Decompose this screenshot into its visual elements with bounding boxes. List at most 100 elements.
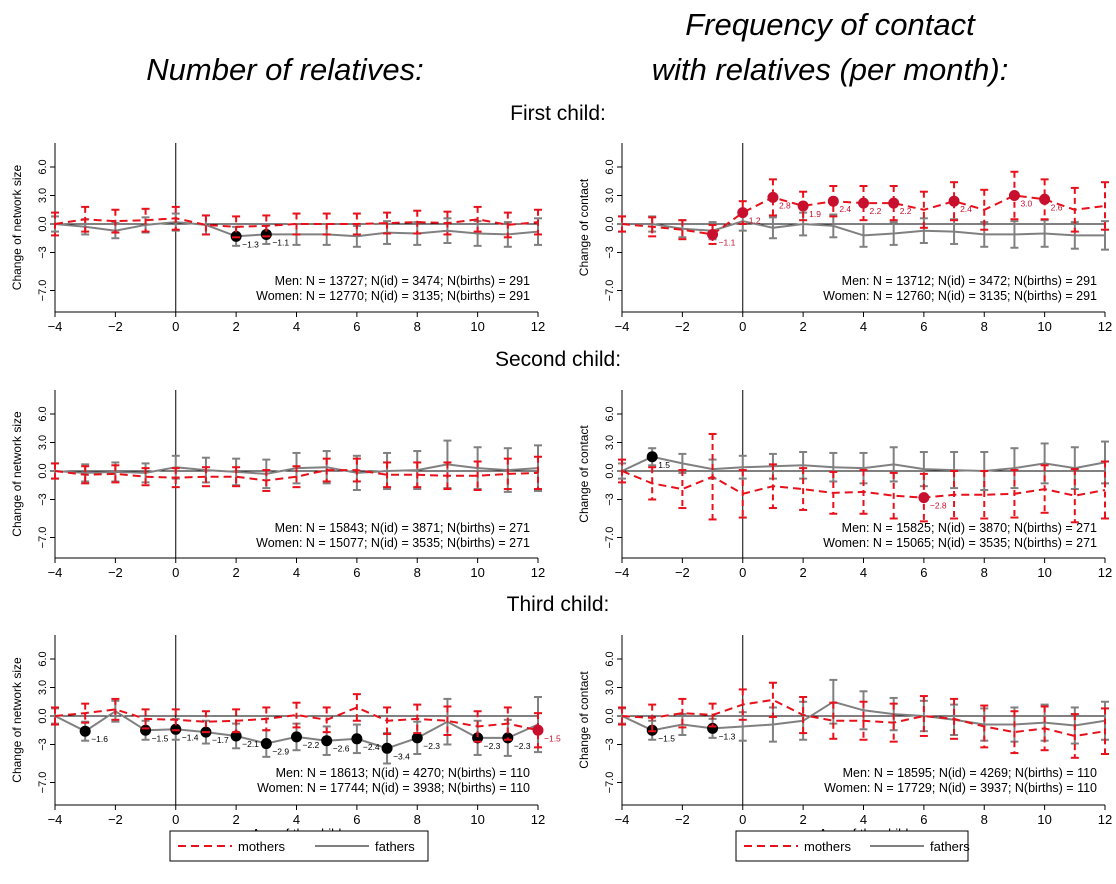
first-child-contact-mothers-sig-point bbox=[948, 195, 960, 207]
third-child-network-y-tick-label: 0.0 bbox=[37, 708, 49, 723]
third-child-contact-note-men: Men: N = 18595; N(id) = 4269; N(births) … bbox=[843, 766, 1097, 780]
third-child-network-fathers-point-label: −1.4 bbox=[182, 732, 199, 742]
first-child-network-x-tick-label: −2 bbox=[108, 319, 123, 334]
first-child-contact-note-men: Men: N = 13712; N(id) = 3472; N(births) … bbox=[842, 274, 1097, 288]
third-child-network-note-men: Men: N = 18613; N(id) = 4270; N(births) … bbox=[276, 766, 530, 780]
second-child-network-y-tick-label: 0.0 bbox=[37, 463, 49, 478]
legend-right: mothers fathers bbox=[735, 830, 970, 862]
second-child-network-x-tick-label: −2 bbox=[108, 565, 123, 580]
third-child-contact-x-tick-label: 10 bbox=[1037, 812, 1051, 827]
first-child-contact-mothers-sig-point bbox=[767, 191, 779, 203]
legend-left-mothers-label: mothers bbox=[238, 839, 285, 854]
third-child-contact-fathers-point-label: −1.3 bbox=[719, 731, 736, 741]
first-child-contact-x-tick-label: −2 bbox=[675, 319, 690, 334]
third-child-network-fathers-point-label: −1.5 bbox=[152, 733, 169, 743]
row-label-first-child: First child: bbox=[510, 102, 606, 125]
second-child-contact-x-tick-label: −2 bbox=[675, 565, 690, 580]
third-child-network-fathers-sig-point bbox=[411, 732, 423, 744]
third-child-network-fathers-sig-point bbox=[230, 730, 242, 742]
second-child-network-y-axis-label: Change of network size bbox=[10, 411, 24, 537]
third-child-network-y-tick-label: −7.0 bbox=[37, 772, 49, 794]
third-child-network-fathers-point-label: −2.9 bbox=[272, 747, 289, 757]
third-child-network-series-mothers: −1.5 bbox=[51, 693, 561, 749]
third-child-network-mothers-sig-point bbox=[532, 724, 544, 736]
first-child-network-y-tick-label: −7.0 bbox=[37, 280, 49, 302]
third-child-network-y-tick-label: 3.0 bbox=[37, 680, 49, 695]
first-child-contact-x-tick-label: 2 bbox=[800, 319, 807, 334]
third-child-network-x-tick-label: 10 bbox=[470, 812, 484, 827]
third-child-contact-y-tick-label: 6.0 bbox=[604, 651, 616, 666]
third-child-contact-fathers-line bbox=[621, 700, 1106, 732]
first-child-network-y-tick-label: 6.0 bbox=[37, 159, 49, 174]
third-child-contact-y-tick-label: −7.0 bbox=[604, 772, 616, 794]
second-child-network-note-men: Men: N = 15843; N(id) = 3871; N(births) … bbox=[275, 521, 530, 535]
first-child-contact-fathers-line bbox=[622, 220, 1105, 237]
third-child-contact-x-tick-label: 0 bbox=[739, 812, 746, 827]
third-child-network-x-tick-label: 4 bbox=[293, 812, 300, 827]
second-child-contact-y-tick-label: 6.0 bbox=[604, 406, 616, 421]
first-child-contact-panel: −7.0 −3 0.0 3.0 6.0 Change of contact −4 −2 0 2 4 6… bbox=[577, 143, 1112, 334]
first-child-contact-y-tick-label: −7.0 bbox=[604, 280, 616, 302]
first-child-network-x-tick-label: 12 bbox=[531, 319, 545, 334]
first-child-contact-mothers-point-label: 1.2 bbox=[749, 216, 761, 226]
first-child-contact-y-tick-label: 6.0 bbox=[604, 159, 616, 174]
second-child-contact-y-tick-label: −7.0 bbox=[604, 527, 616, 549]
third-child-network-y-tick-label: −3 bbox=[37, 738, 49, 751]
third-child-network-fathers-point-label: −2.3 bbox=[423, 741, 440, 751]
first-child-contact-mothers-sig-point bbox=[797, 200, 809, 212]
second-child-contact-fathers-point-label: 1.5 bbox=[658, 460, 670, 470]
legend-left-fathers-label: fathers bbox=[375, 839, 415, 854]
first-child-contact-mothers-sig-point bbox=[858, 197, 869, 209]
first-child-contact-mothers-sig-point bbox=[737, 207, 749, 219]
third-child-network-x-tick-label: −4 bbox=[48, 812, 63, 827]
third-child-network-fathers-sig-point bbox=[291, 731, 302, 743]
second-child-contact-x-tick-label: 8 bbox=[981, 565, 988, 580]
third-child-network-y-tick-label: 6.0 bbox=[37, 651, 49, 666]
first-child-contact-mothers-point-label: 3.0 bbox=[1020, 199, 1032, 209]
third-child-contact-series-mothers bbox=[618, 681, 1109, 759]
row-label-second-child: Second child: bbox=[495, 348, 621, 371]
third-child-contact-mothers-line bbox=[621, 698, 1106, 738]
second-child-network-y-tick-label: 3.0 bbox=[37, 435, 49, 450]
first-child-contact-y-tick-label: 3.0 bbox=[604, 188, 616, 203]
second-child-contact-fathers-line bbox=[621, 455, 1106, 473]
third-child-network-x-tick-label: 8 bbox=[414, 812, 421, 827]
first-child-contact-x-tick-label: 0 bbox=[739, 319, 746, 334]
second-child-network-x-tick-label: 12 bbox=[531, 565, 545, 580]
first-child-network-x-tick-label: 6 bbox=[353, 319, 360, 334]
first-child-contact-mothers-point-label: −1.1 bbox=[719, 237, 736, 247]
second-child-network-y-tick-label: −7.0 bbox=[37, 527, 49, 549]
second-child-contact-y-tick-label: 3.0 bbox=[604, 435, 616, 450]
third-child-network-fathers-sig-point bbox=[351, 733, 363, 745]
first-child-network-x-tick-label: 0 bbox=[172, 319, 179, 334]
first-child-contact-note-women: Women: N = 12760; N(id) = 3135; N(births… bbox=[823, 289, 1097, 303]
first-child-network-note-men: Men: N = 13727; N(id) = 3474; N(births) … bbox=[275, 274, 530, 288]
third-child-network-mothers-line bbox=[54, 706, 539, 732]
second-child-network-x-tick-label: 0 bbox=[172, 565, 179, 580]
third-child-network-fathers-sig-point bbox=[140, 724, 152, 736]
first-child-contact-x-tick-label: 10 bbox=[1037, 319, 1051, 334]
first-child-network-x-tick-label: 8 bbox=[414, 319, 421, 334]
first-child-contact-mothers-sig-point bbox=[707, 228, 719, 240]
left-column-title: Number of relatives: bbox=[146, 52, 423, 87]
second-child-network-x-tick-label: −4 bbox=[48, 565, 63, 580]
third-child-network-x-tick-label: −2 bbox=[108, 812, 123, 827]
second-child-network-y-tick-label: 6.0 bbox=[37, 406, 49, 421]
third-child-network-fathers-point-label: −2.6 bbox=[333, 744, 350, 754]
first-child-contact-mothers-point-label: 1.9 bbox=[809, 209, 821, 219]
first-child-contact-x-tick-label: 6 bbox=[920, 319, 927, 334]
legend-right-mothers-label: mothers bbox=[804, 839, 851, 854]
third-child-contact-x-tick-label: 8 bbox=[981, 812, 988, 827]
third-child-network-panel: −7.0 −3 0.0 3.0 6.0 Change of network size −4 −… bbox=[10, 635, 561, 841]
legend-left: mothers fathers bbox=[169, 830, 429, 862]
first-child-contact-series-mothers: −1.1 1.2 2.8 1.9 2.4 2.2 2.2 2.4 3.0 2.6 bbox=[618, 170, 1109, 247]
first-child-contact-y-tick-label: 0.0 bbox=[604, 216, 616, 231]
first-child-network-x-tick-label: 10 bbox=[470, 319, 484, 334]
third-child-network-fathers-point-label: −2.2 bbox=[303, 740, 320, 750]
first-child-contact-mothers-point-label: 2.4 bbox=[960, 204, 972, 214]
first-child-network-series-mothers bbox=[51, 205, 542, 239]
second-child-network-series-mothers bbox=[51, 455, 542, 492]
second-child-contact-x-tick-label: 6 bbox=[920, 565, 927, 580]
second-child-contact-y-axis-label: Change of contact bbox=[577, 425, 591, 523]
